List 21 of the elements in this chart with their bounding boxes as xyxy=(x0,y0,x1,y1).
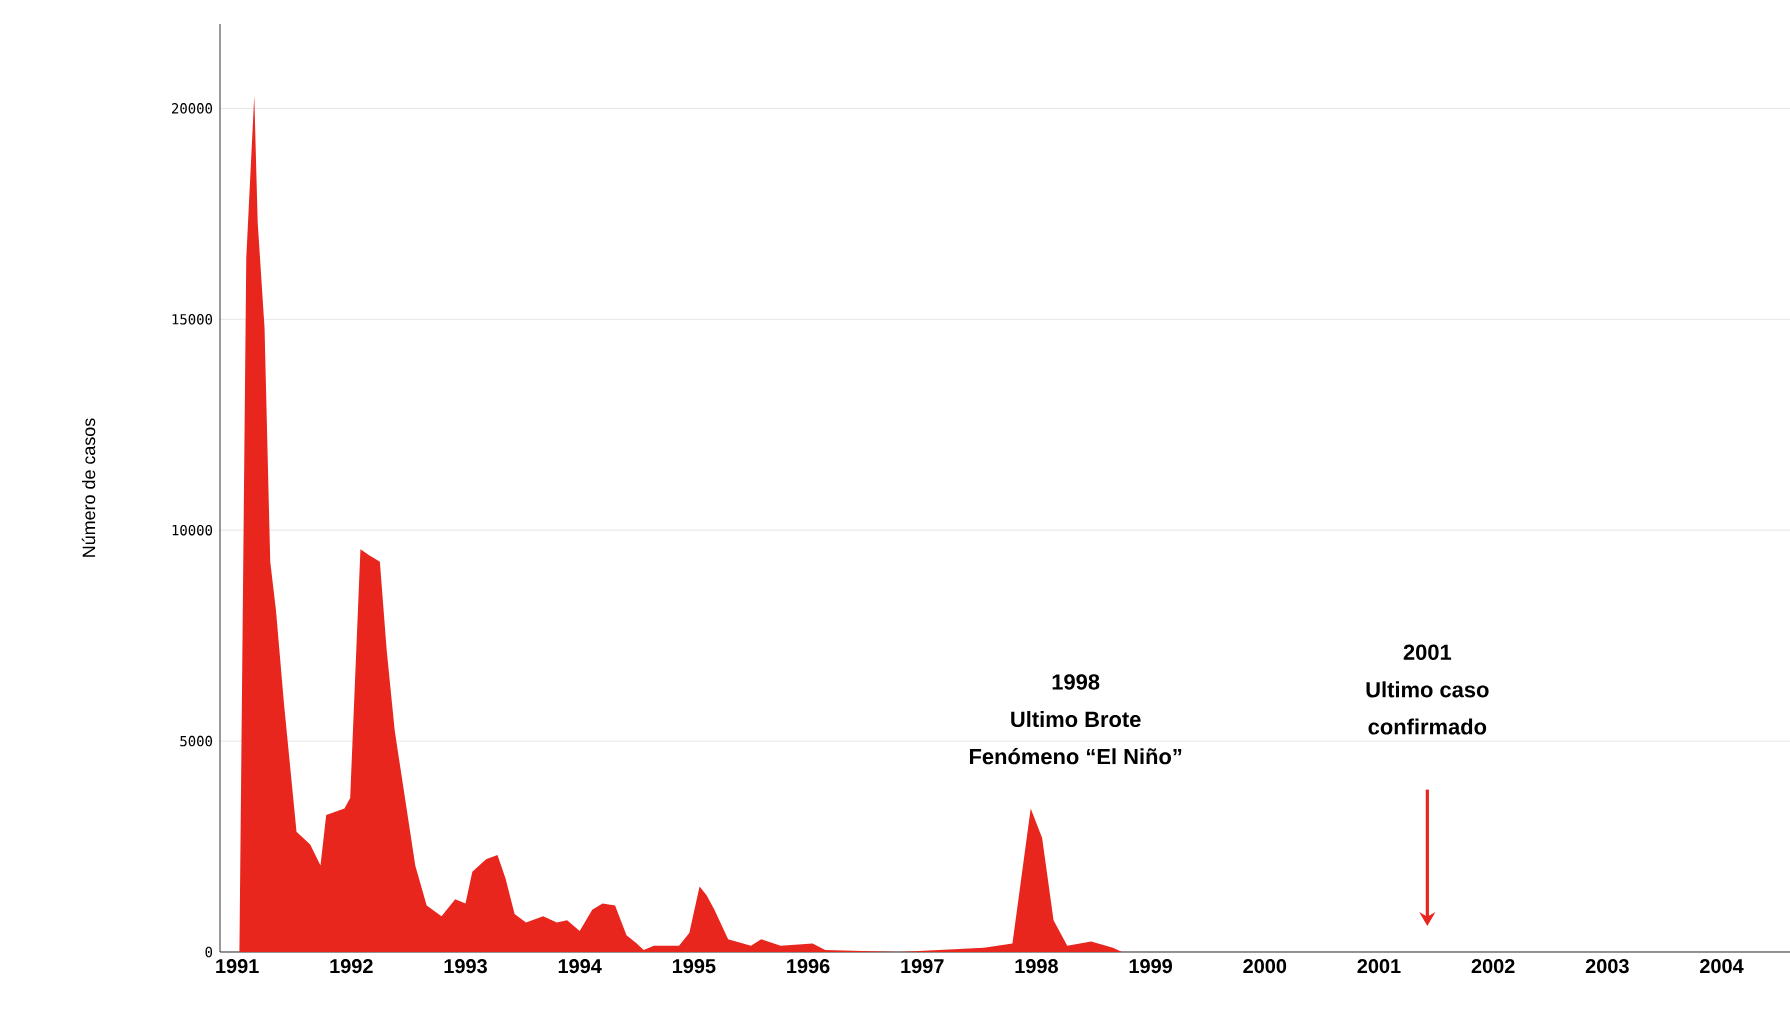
y-axis-title: Número de casos xyxy=(81,418,96,557)
x-tick-label: 1997 xyxy=(901,959,944,974)
x-tick-label: 2004 xyxy=(1700,959,1744,974)
annotation: Ultimo Brote xyxy=(1011,711,1141,728)
x-tick-label: 2000 xyxy=(1243,959,1287,974)
x-tick-label: 1993 xyxy=(444,959,487,974)
x-tick-label: 1991 xyxy=(216,959,259,974)
annotation: Ultimo caso xyxy=(1366,681,1489,698)
x-tick-label: 1992 xyxy=(330,959,373,974)
x-tick-label: 1998 xyxy=(1015,959,1058,974)
x-tick-label: 1996 xyxy=(787,959,830,974)
annotation: confirmado xyxy=(1368,718,1487,735)
annotation: Fenómeno “El Niño” xyxy=(969,748,1182,765)
annotation: 2001 xyxy=(1403,644,1452,661)
x-tick-label: 2003 xyxy=(1585,959,1629,974)
x-tick-label: 1995 xyxy=(672,959,716,974)
x-tick-label: 1994 xyxy=(558,959,602,974)
x-tick-label: 2001 xyxy=(1357,959,1401,974)
x-tick-label: 1999 xyxy=(1129,959,1173,974)
annotation: 1998 xyxy=(1052,674,1100,690)
x-tick-label: 2002 xyxy=(1471,959,1515,974)
